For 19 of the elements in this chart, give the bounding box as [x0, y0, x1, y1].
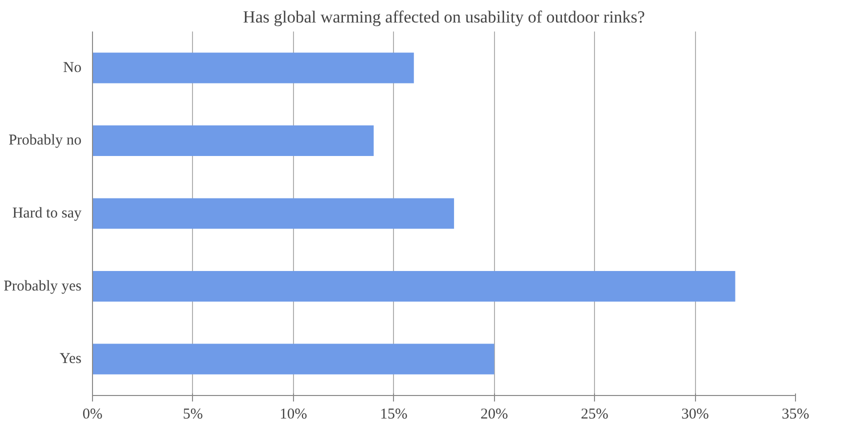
x-tick-label: 25%: [580, 406, 608, 422]
x-tick-label: 35%: [782, 406, 810, 422]
y-tick-label: No: [63, 60, 82, 76]
x-tick-label: 10%: [280, 406, 308, 422]
bar: [92, 198, 454, 229]
x-tick-label: 0%: [82, 406, 102, 422]
bar: [92, 125, 374, 156]
x-tick-label: 20%: [480, 406, 508, 422]
bar: [92, 344, 494, 374]
bar: [92, 52, 414, 84]
x-tick-label: 5%: [182, 406, 203, 422]
y-tick-label: Probably yes: [4, 278, 82, 294]
y-tick-label: Probably no: [8, 132, 82, 149]
bar: [92, 271, 736, 302]
chart-title: Has global warming affected on usability of outdoor rinks?: [243, 8, 645, 26]
y-tick-label: Hard to say: [12, 206, 82, 222]
y-tick-label: Yes: [60, 351, 82, 368]
x-tick-label: 30%: [681, 406, 709, 422]
x-tick-label: 15%: [380, 406, 408, 422]
